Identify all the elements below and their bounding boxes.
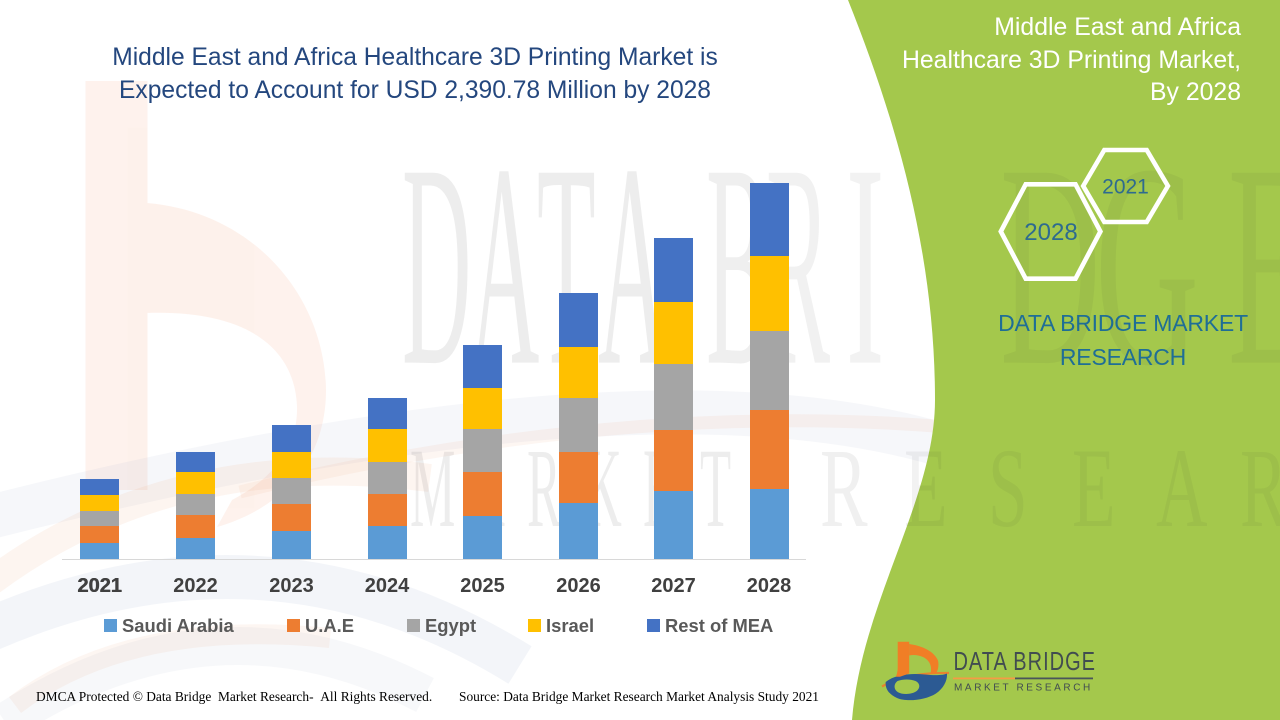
svg-text:2028: 2028 — [1024, 219, 1077, 246]
svg-text:MARKET RESEARCH: MARKET RESEARCH — [954, 683, 1093, 694]
svg-text:2021: 2021 — [1102, 176, 1149, 199]
svg-text:DATA BRIDGE: DATA BRIDGE — [954, 646, 1096, 675]
